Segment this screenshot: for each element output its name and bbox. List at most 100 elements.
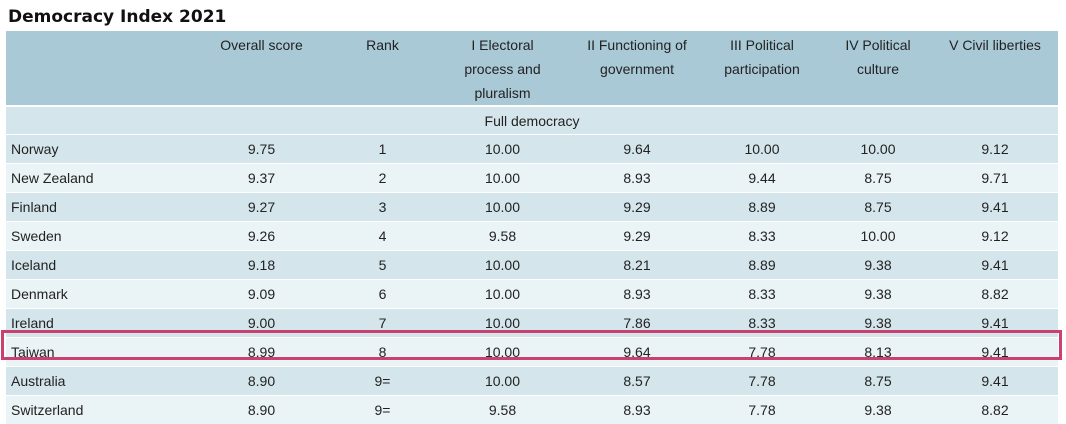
cell-civil-liberties: 8.82 <box>932 279 1058 308</box>
table-row: Switzerland 8.90 9= 9.58 8.93 7.78 9.38 8.82 <box>6 395 1058 424</box>
cell-electoral: 10.00 <box>431 163 574 192</box>
cell-overall-score: 8.99 <box>189 337 334 366</box>
cell-functioning: 8.93 <box>574 395 700 424</box>
cell-rank: 8 <box>334 337 431 366</box>
cell-culture: 9.38 <box>824 250 932 279</box>
cell-overall-score: 9.00 <box>189 308 334 337</box>
cell-culture: 8.75 <box>824 366 932 395</box>
cell-electoral: 9.58 <box>431 221 574 250</box>
cell-participation: 7.78 <box>700 366 824 395</box>
cell-civil-liberties: 9.41 <box>932 308 1058 337</box>
cell-participation: 10.00 <box>700 134 824 163</box>
header-civil-liberties: V Civil liberties <box>932 31 1058 105</box>
cell-culture: 10.00 <box>824 134 932 163</box>
cell-electoral: 10.00 <box>431 279 574 308</box>
cell-civil-liberties: 9.41 <box>932 366 1058 395</box>
header-functioning-of-government: II Functioning of government <box>574 31 700 105</box>
cell-culture: 9.38 <box>824 395 932 424</box>
cell-functioning: 7.86 <box>574 308 700 337</box>
header-political-culture: IV Political culture <box>824 31 932 105</box>
cell-rank: 4 <box>334 221 431 250</box>
cell-rank: 1 <box>334 134 431 163</box>
table-row: Finland 9.27 3 10.00 9.29 8.89 8.75 9.41 <box>6 192 1058 221</box>
cell-civil-liberties: 8.82 <box>932 395 1058 424</box>
cell-civil-liberties: 9.12 <box>932 134 1058 163</box>
table-row: Taiwan 8.99 8 10.00 9.64 7.78 8.13 9.41 <box>6 337 1058 366</box>
cell-overall-score: 9.27 <box>189 192 334 221</box>
cell-rank: 3 <box>334 192 431 221</box>
cell-overall-score: 9.18 <box>189 250 334 279</box>
table-row: Iceland 9.18 5 10.00 8.21 8.89 9.38 9.41 <box>6 250 1058 279</box>
cell-rank: 9= <box>334 395 431 424</box>
cell-participation: 8.89 <box>700 250 824 279</box>
democracy-index-table: Overall score Rank I Electoral process a… <box>6 31 1058 424</box>
header-overall-score: Overall score <box>189 31 334 105</box>
cell-overall-score: 8.90 <box>189 395 334 424</box>
group-label-full-democracy: Full democracy <box>6 105 1058 134</box>
cell-civil-liberties: 9.71 <box>932 163 1058 192</box>
cell-country: Denmark <box>6 279 189 308</box>
cell-participation: 7.78 <box>700 337 824 366</box>
cell-functioning: 8.21 <box>574 250 700 279</box>
cell-overall-score: 9.09 <box>189 279 334 308</box>
table-row: Norway 9.75 1 10.00 9.64 10.00 10.00 9.12 <box>6 134 1058 163</box>
cell-participation: 7.78 <box>700 395 824 424</box>
cell-overall-score: 9.75 <box>189 134 334 163</box>
cell-electoral: 10.00 <box>431 308 574 337</box>
cell-functioning: 9.29 <box>574 221 700 250</box>
cell-country: Ireland <box>6 308 189 337</box>
cell-country: Sweden <box>6 221 189 250</box>
cell-functioning: 8.57 <box>574 366 700 395</box>
cell-overall-score: 9.37 <box>189 163 334 192</box>
cell-rank: 9= <box>334 366 431 395</box>
cell-country: New Zealand <box>6 163 189 192</box>
cell-rank: 6 <box>334 279 431 308</box>
header-electoral-process: I Electoral process and pluralism <box>431 31 574 105</box>
cell-functioning: 9.64 <box>574 134 700 163</box>
cell-electoral: 10.00 <box>431 337 574 366</box>
cell-country: Iceland <box>6 250 189 279</box>
table-row: New Zealand 9.37 2 10.00 8.93 9.44 8.75 9.71 <box>6 163 1058 192</box>
table-row: Sweden 9.26 4 9.58 9.29 8.33 10.00 9.12 <box>6 221 1058 250</box>
cell-country: Australia <box>6 366 189 395</box>
cell-culture: 8.75 <box>824 192 932 221</box>
table-body: Full democracy Norway 9.75 1 10.00 9.64 10.00… <box>6 105 1058 424</box>
cell-civil-liberties: 9.41 <box>932 337 1058 366</box>
header-political-participation: III Political participation <box>700 31 824 105</box>
cell-civil-liberties: 9.12 <box>932 221 1058 250</box>
cell-country: Norway <box>6 134 189 163</box>
table-row: Ireland 9.00 7 10.00 7.86 8.33 9.38 9.41 <box>6 308 1058 337</box>
cell-electoral: 10.00 <box>431 250 574 279</box>
table-row: Denmark 9.09 6 10.00 8.93 8.33 9.38 8.82 <box>6 279 1058 308</box>
cell-rank: 2 <box>334 163 431 192</box>
cell-culture: 8.13 <box>824 337 932 366</box>
cell-electoral: 9.58 <box>431 395 574 424</box>
cell-country: Switzerland <box>6 395 189 424</box>
cell-country: Taiwan <box>6 337 189 366</box>
header-country <box>6 31 189 105</box>
democracy-index-table-frame: Overall score Rank I Electoral process a… <box>6 31 1058 424</box>
cell-culture: 9.38 <box>824 279 932 308</box>
header-rank: Rank <box>334 31 431 105</box>
cell-participation: 8.89 <box>700 192 824 221</box>
cell-functioning: 9.64 <box>574 337 700 366</box>
cell-civil-liberties: 9.41 <box>932 192 1058 221</box>
cell-culture: 8.75 <box>824 163 932 192</box>
cell-electoral: 10.00 <box>431 134 574 163</box>
cell-rank: 7 <box>334 308 431 337</box>
cell-country: Finland <box>6 192 189 221</box>
cell-overall-score: 9.26 <box>189 221 334 250</box>
cell-functioning: 8.93 <box>574 279 700 308</box>
cell-culture: 9.38 <box>824 308 932 337</box>
cell-functioning: 9.29 <box>574 192 700 221</box>
cell-overall-score: 8.90 <box>189 366 334 395</box>
cell-rank: 5 <box>334 250 431 279</box>
cell-participation: 9.44 <box>700 163 824 192</box>
cell-functioning: 8.93 <box>574 163 700 192</box>
cell-participation: 8.33 <box>700 221 824 250</box>
table-row: Australia 8.90 9= 10.00 8.57 7.78 8.75 9.41 <box>6 366 1058 395</box>
table-title: Democracy Index 2021 <box>8 7 227 27</box>
cell-civil-liberties: 9.41 <box>932 250 1058 279</box>
cell-participation: 8.33 <box>700 279 824 308</box>
cell-electoral: 10.00 <box>431 192 574 221</box>
